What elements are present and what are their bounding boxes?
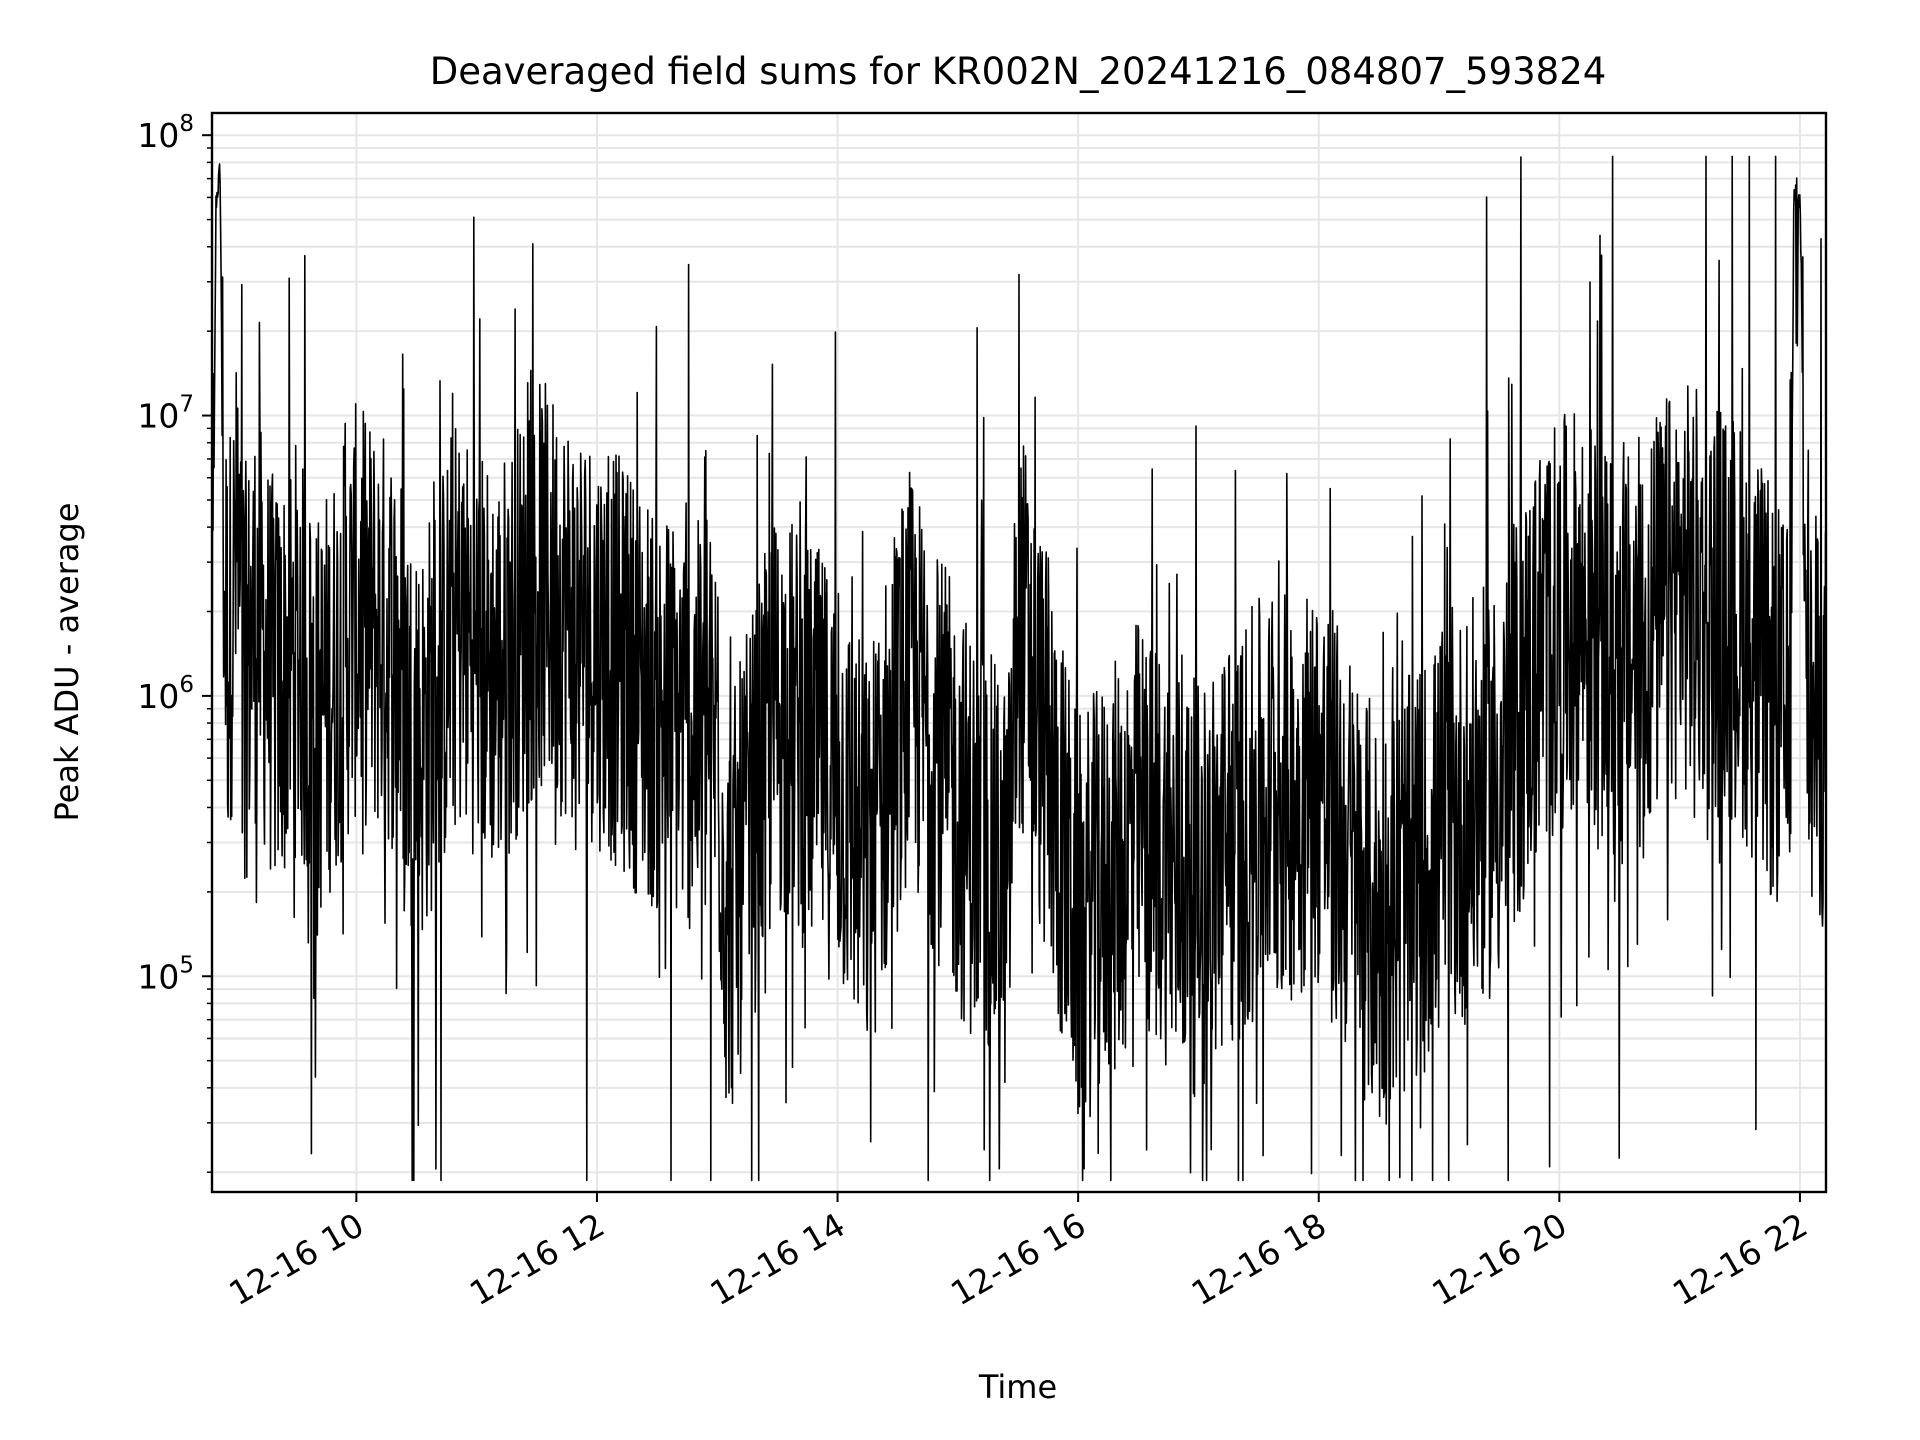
y-axis-label: Peak ADU - average: [48, 503, 86, 822]
y-tick-label: 107: [137, 392, 194, 436]
series-line: [212, 155, 1826, 1182]
y-tick-label: 108: [137, 111, 194, 155]
y-tick-label: 106: [137, 672, 194, 716]
y-axis: 105 106 107 108: [137, 111, 212, 1173]
plot-frame: [210, 111, 1828, 1194]
y-tick-label: 105: [137, 952, 194, 996]
chart-title: Deaveraged field sums for KR002N_2024121…: [430, 50, 1607, 93]
x-axis-label: Time: [978, 1368, 1057, 1406]
